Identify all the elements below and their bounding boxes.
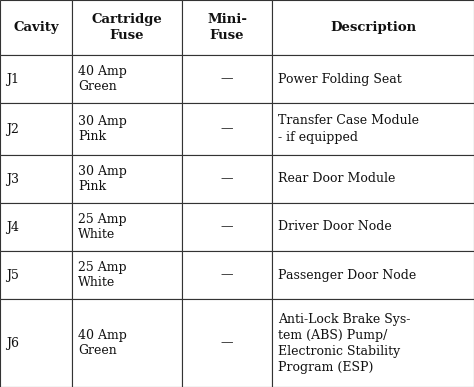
Bar (0, 155, 72, 203)
Bar (272, 155, 474, 203)
Bar (182, 299, 272, 387)
Text: Mini-
Fuse: Mini- Fuse (207, 13, 247, 42)
Text: J2: J2 (6, 123, 19, 135)
Text: Cavity: Cavity (13, 21, 59, 34)
Text: —: — (221, 173, 233, 185)
Bar (272, 55, 474, 103)
Bar (272, 203, 474, 251)
Bar (272, 299, 474, 387)
Bar (72, 0, 182, 55)
Text: Transfer Case Module
- if equipped: Transfer Case Module - if equipped (278, 115, 419, 144)
Text: Description: Description (330, 21, 416, 34)
Bar (72, 299, 182, 387)
Bar (0, 203, 72, 251)
Text: J1: J1 (6, 72, 19, 86)
Bar (182, 103, 272, 155)
Text: —: — (221, 337, 233, 349)
Bar (72, 103, 182, 155)
Text: Driver Door Node: Driver Door Node (278, 221, 392, 233)
Text: Anti-Lock Brake Sys-
tem (ABS) Pump/
Electronic Stability
Program (ESP): Anti-Lock Brake Sys- tem (ABS) Pump/ Ele… (278, 312, 410, 373)
Text: 25 Amp
White: 25 Amp White (78, 212, 127, 241)
Bar (0, 0, 72, 55)
Bar (182, 155, 272, 203)
Text: 30 Amp
Pink: 30 Amp Pink (78, 115, 127, 144)
Bar (182, 251, 272, 299)
Bar (0, 251, 72, 299)
Bar (182, 0, 272, 55)
Text: Rear Door Module: Rear Door Module (278, 173, 395, 185)
Text: —: — (221, 72, 233, 86)
Text: J5: J5 (6, 269, 19, 281)
Text: 40 Amp
Green: 40 Amp Green (78, 329, 127, 358)
Text: —: — (221, 221, 233, 233)
Text: —: — (221, 123, 233, 135)
Bar (0, 103, 72, 155)
Text: 30 Amp
Pink: 30 Amp Pink (78, 164, 127, 194)
Bar (0, 299, 72, 387)
Text: 25 Amp
White: 25 Amp White (78, 260, 127, 289)
Bar (272, 0, 474, 55)
Bar (72, 55, 182, 103)
Text: J4: J4 (6, 221, 19, 233)
Bar (182, 55, 272, 103)
Text: Power Folding Seat: Power Folding Seat (278, 72, 402, 86)
Text: J6: J6 (6, 337, 19, 349)
Text: 40 Amp
Green: 40 Amp Green (78, 65, 127, 94)
Bar (272, 103, 474, 155)
Bar (272, 251, 474, 299)
Bar (72, 203, 182, 251)
Bar (72, 155, 182, 203)
Bar (0, 55, 72, 103)
Bar (72, 251, 182, 299)
Bar (182, 203, 272, 251)
Text: Cartridge
Fuse: Cartridge Fuse (91, 13, 163, 42)
Text: J3: J3 (6, 173, 19, 185)
Text: Passenger Door Node: Passenger Door Node (278, 269, 416, 281)
Text: —: — (221, 269, 233, 281)
